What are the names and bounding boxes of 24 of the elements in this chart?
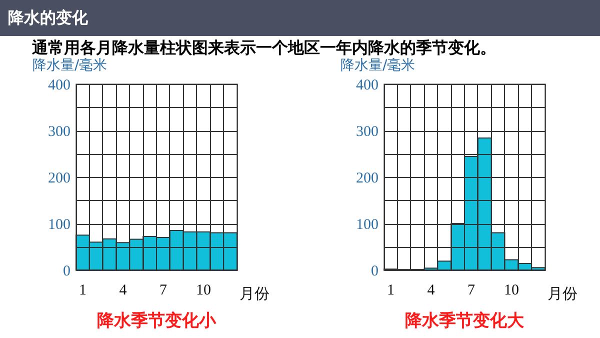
x-tick-label: 7 xyxy=(467,282,476,298)
y-tick-label: 200 xyxy=(48,170,70,186)
x-axis-title: 月份 xyxy=(548,284,578,302)
x-tick-label: 4 xyxy=(119,282,128,298)
y-tick-label: 400 xyxy=(48,78,70,94)
y-tick-label: 0 xyxy=(371,264,378,280)
x-tick-label: 10 xyxy=(504,282,519,298)
x-tick-label: 1 xyxy=(386,282,394,298)
x-axis-title: 月份 xyxy=(240,284,270,302)
x-tick-label: 7 xyxy=(159,282,168,298)
y-tick-label: 400 xyxy=(356,78,378,94)
x-tick-label: 10 xyxy=(196,282,211,298)
y-tick-label: 0 xyxy=(63,264,70,280)
y-tick-label: 300 xyxy=(356,124,378,140)
y-tick-label: 200 xyxy=(356,170,378,186)
text: 降水季节变化大 xyxy=(405,311,525,331)
text: 降水季节变化小 xyxy=(97,311,217,331)
y-tick-label: 100 xyxy=(48,217,70,233)
text: 通常用各月降水量柱状图来表示一个地区一年内降水的季节变化。 xyxy=(32,38,496,58)
x-tick-label: 1 xyxy=(78,282,86,298)
x-tick-label: 4 xyxy=(427,282,436,298)
y-tick-label: 100 xyxy=(356,217,378,233)
text: 降水的变化 xyxy=(0,0,600,36)
y-tick-label: 300 xyxy=(48,124,70,140)
